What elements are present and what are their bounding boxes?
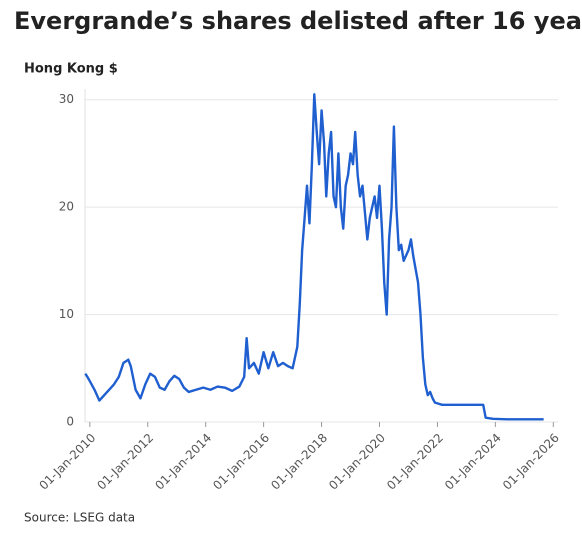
x-tick-label: 01-Jan-2010 xyxy=(36,431,98,493)
x-tick-label: 01-Jan-2016 xyxy=(210,431,272,493)
x-tick-label: 01-Jan-2012 xyxy=(94,431,156,493)
x-tick-label: 01-Jan-2026 xyxy=(500,431,562,493)
y-axis-label: Hong Kong $ xyxy=(24,62,118,77)
price-line xyxy=(84,93,544,421)
chart-title: Evergrande’s shares delisted after 16 ye… xyxy=(14,7,582,35)
y-tick-label: 10 xyxy=(59,307,74,321)
source: Source: LSEG data xyxy=(24,511,135,525)
y-tick-label: 20 xyxy=(59,200,74,214)
x-tick-label: 01-Jan-2020 xyxy=(326,431,388,493)
x-tick-label: 01-Jan-2018 xyxy=(268,431,330,493)
x-tick-label: 01-Jan-2014 xyxy=(152,431,214,493)
x-tick-label: 01-Jan-2024 xyxy=(442,431,504,493)
x-tick-label: 01-Jan-2022 xyxy=(384,431,446,493)
y-tick-label: 0 xyxy=(66,415,74,429)
y-tick-label: 30 xyxy=(59,92,74,106)
